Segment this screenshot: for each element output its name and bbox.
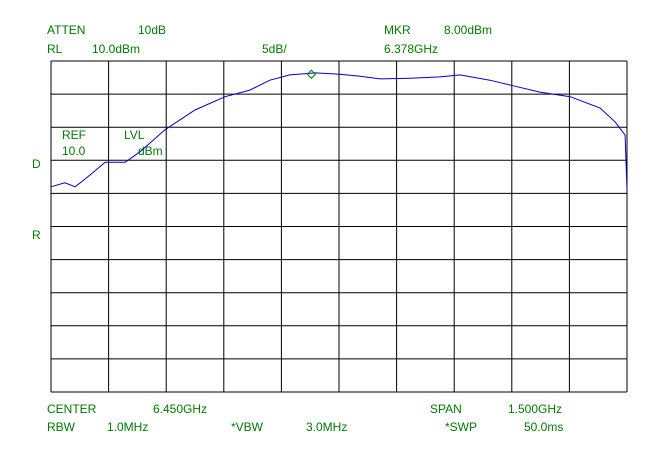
label: REF [62, 128, 86, 142]
label: LVL [124, 128, 145, 142]
label: 10dB [138, 23, 166, 37]
label: CENTER [47, 402, 97, 416]
label: 10.0dBm [92, 42, 140, 56]
label: SPAN [430, 402, 462, 416]
label: ATTEN [47, 23, 85, 37]
label: 10.0 [62, 144, 86, 158]
label: R [32, 228, 41, 242]
labels: ATTEN 10dB MKR 8.00dBm RL 10.0dBm 5dB/ 6… [32, 23, 563, 434]
label: D [32, 157, 41, 171]
label: 6.378GHz [384, 42, 438, 56]
marker [306, 69, 317, 79]
label: 8.00dBm [444, 23, 492, 37]
trace [50, 72, 628, 191]
label: 5dB/ [262, 42, 287, 56]
label: 50.0ms [524, 420, 563, 434]
label: 3.0MHz [306, 420, 347, 434]
label: 1.0MHz [107, 420, 148, 434]
label: *VBW [231, 420, 264, 434]
label: 1.500GHz [508, 402, 562, 416]
label: RBW [47, 420, 76, 434]
label: MKR [384, 23, 411, 37]
label: dBm [138, 144, 163, 158]
label: 6.450GHz [153, 402, 207, 416]
label: *SWP [445, 420, 477, 434]
label: RL [47, 42, 63, 56]
